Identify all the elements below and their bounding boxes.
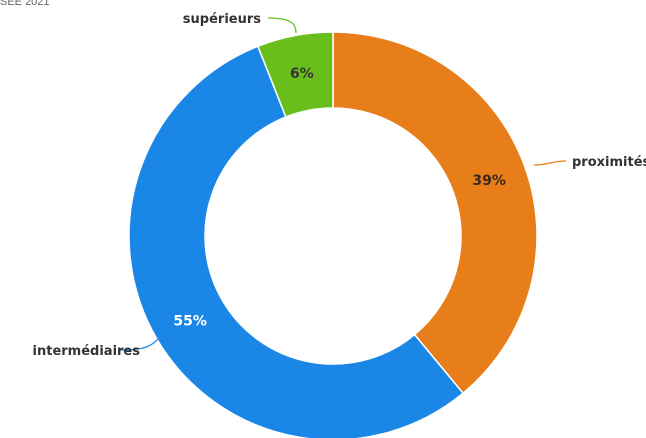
donut-slices [128, 31, 538, 438]
connector-suprieurs [267, 17, 297, 34]
pct-label-intermdiaires: 55% [173, 314, 207, 330]
pct-label-proximits: 39% [472, 173, 506, 189]
category-label-intermdiaires: intermédiaires [33, 344, 141, 359]
label-connectors [119, 17, 567, 351]
source-note: SEE 2021 [0, 0, 50, 8]
slice-proximits[interactable] [332, 31, 538, 395]
slice-suprieurs[interactable] [256, 31, 334, 118]
connector-intermdiaires [119, 336, 161, 351]
slice-intermdiaires[interactable] [128, 45, 465, 438]
connector-proximits [533, 160, 567, 166]
slice-labels: 39% proximités 55% intermédiaires 6% supérieu… [33, 12, 646, 359]
category-label-proximits: proximités [572, 155, 646, 170]
pct-label-suprieurs: 6% [290, 66, 314, 82]
category-label-suprieurs: supérieurs [183, 12, 261, 27]
